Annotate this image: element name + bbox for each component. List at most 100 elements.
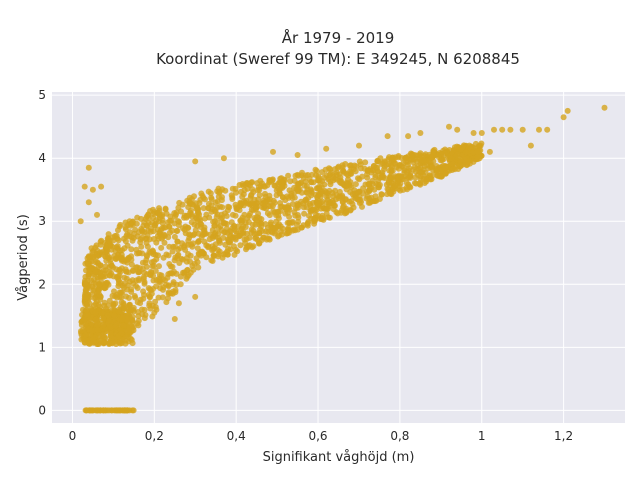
data-point — [152, 222, 158, 229]
data-point — [169, 227, 176, 234]
data-point — [96, 281, 103, 288]
data-point — [114, 243, 121, 250]
data-point — [77, 218, 84, 225]
data-point — [460, 142, 467, 149]
data-point — [158, 244, 165, 251]
data-point — [290, 226, 297, 233]
data-point — [210, 246, 217, 253]
data-point — [199, 249, 206, 256]
data-point — [141, 279, 148, 285]
data-point — [320, 215, 327, 222]
data-point — [442, 170, 449, 177]
data-point — [178, 208, 185, 215]
data-point — [486, 148, 493, 155]
data-point — [364, 171, 370, 178]
data-point — [229, 196, 236, 202]
y-axis-title: Vågperiod (s) — [16, 214, 31, 301]
data-point — [303, 196, 309, 203]
data-point — [416, 155, 423, 162]
data-point — [186, 231, 193, 238]
plot-area — [52, 92, 625, 423]
data-point — [372, 172, 379, 179]
data-point — [129, 318, 136, 325]
data-point — [417, 130, 424, 136]
data-point — [82, 277, 88, 284]
data-point — [310, 179, 317, 186]
data-point — [130, 268, 136, 274]
data-point — [165, 295, 171, 302]
data-point — [345, 176, 351, 183]
data-point — [135, 268, 142, 275]
data-point — [142, 259, 149, 266]
x-tick-label: 0,4 — [227, 429, 246, 443]
data-point — [222, 241, 229, 248]
data-point — [191, 193, 197, 200]
data-point — [430, 151, 437, 158]
data-point — [85, 164, 92, 171]
data-point — [442, 164, 449, 171]
data-point — [270, 148, 276, 155]
data-point — [434, 172, 441, 179]
data-point — [124, 286, 131, 293]
data-point — [165, 290, 172, 297]
data-point — [165, 282, 172, 289]
data-point — [197, 224, 204, 230]
data-point — [310, 206, 317, 213]
data-point — [82, 260, 89, 267]
data-point — [187, 207, 194, 214]
data-point — [112, 322, 119, 329]
data-point — [174, 252, 181, 259]
data-point — [223, 225, 230, 232]
data-point — [417, 164, 424, 171]
data-point — [301, 210, 308, 217]
data-point — [162, 205, 169, 212]
data-point — [323, 210, 330, 217]
data-point — [244, 214, 251, 221]
data-point — [176, 219, 183, 225]
x-tick-label: 0,6 — [308, 429, 327, 443]
data-point — [384, 133, 391, 140]
y-tick-label: 1 — [38, 340, 46, 354]
data-point — [179, 240, 185, 247]
data-point — [394, 178, 401, 185]
data-point — [435, 154, 442, 160]
data-point — [225, 203, 232, 210]
data-point — [189, 213, 196, 220]
data-point — [104, 312, 111, 319]
data-point — [389, 185, 396, 192]
data-point — [281, 177, 288, 184]
data-point — [216, 189, 222, 196]
data-point — [187, 252, 194, 259]
data-point — [300, 222, 307, 229]
x-axis-ticks: 0 0,2 0,4 0,6 0,8 1 1,2 — [69, 429, 574, 443]
y-tick-label: 3 — [38, 214, 46, 228]
data-point — [527, 142, 534, 149]
data-point — [127, 220, 134, 227]
data-point — [326, 203, 332, 209]
data-point — [192, 158, 199, 165]
data-point — [174, 227, 181, 234]
data-point — [428, 176, 435, 183]
data-point — [121, 245, 128, 252]
data-point — [229, 185, 236, 192]
data-point — [275, 180, 282, 187]
data-point — [100, 407, 107, 414]
data-point — [167, 217, 173, 224]
data-point — [285, 172, 292, 179]
data-point — [220, 155, 227, 162]
data-point — [183, 275, 190, 282]
data-point — [212, 199, 219, 206]
data-point — [107, 330, 114, 336]
data-point — [255, 196, 262, 203]
data-point — [91, 295, 98, 302]
data-point — [289, 218, 296, 225]
data-point — [352, 168, 359, 175]
data-point — [108, 246, 115, 253]
data-point — [303, 189, 310, 196]
data-point — [143, 240, 150, 246]
data-point — [239, 193, 246, 200]
data-point — [117, 340, 124, 347]
data-point — [85, 199, 92, 206]
data-point — [219, 204, 226, 211]
data-point — [448, 155, 455, 162]
